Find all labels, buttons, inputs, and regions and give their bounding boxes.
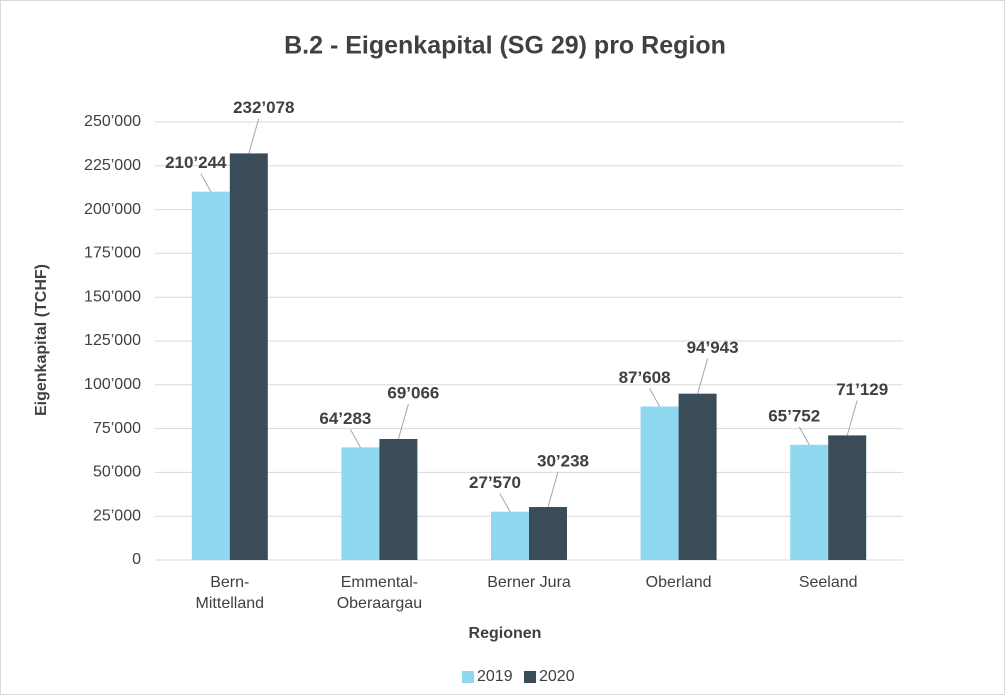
bar — [640, 406, 679, 560]
bar — [379, 438, 418, 560]
y-tick-label: 250’000 — [84, 113, 141, 130]
bar — [191, 191, 230, 560]
legend-swatch — [462, 671, 474, 683]
bar — [790, 444, 829, 560]
bar — [341, 447, 380, 560]
leader-line — [697, 358, 709, 394]
data-label: 27’570 — [469, 473, 521, 492]
leader-line — [349, 429, 361, 448]
x-tick-label: Berner Jura — [487, 574, 571, 591]
bar — [229, 153, 268, 560]
y-tick-label: 0 — [132, 551, 141, 568]
leader-line — [649, 388, 661, 407]
y-tick-label: 75’000 — [93, 420, 141, 437]
x-tick-label: Bern-Mittelland — [196, 574, 264, 612]
y-tick-label: 100’000 — [84, 376, 141, 393]
data-label: 64’283 — [319, 409, 371, 428]
leader-line — [248, 118, 260, 154]
bar — [828, 435, 867, 560]
leader-line — [499, 493, 511, 512]
x-tick-label: Seeland — [799, 574, 858, 591]
y-tick-label: 225’000 — [84, 157, 141, 174]
legend-swatch — [524, 671, 536, 683]
data-label: 30’238 — [537, 452, 589, 471]
bar — [678, 393, 717, 560]
chart-title: B.2 - Eigenkapital (SG 29) pro Region — [284, 32, 726, 60]
leader-line — [846, 400, 858, 436]
y-tick-label: 200’000 — [84, 201, 141, 218]
y-tick-label: 175’000 — [84, 245, 141, 262]
leader-line — [200, 173, 212, 192]
bar — [529, 507, 567, 560]
y-tick-label: 150’000 — [84, 288, 141, 305]
data-label: 87’608 — [619, 368, 671, 387]
y-axis-label: Eigenkapital (TCHF) — [33, 264, 50, 416]
data-label: 94’943 — [687, 338, 739, 357]
leader-line — [798, 426, 810, 446]
leader-line — [547, 471, 559, 508]
data-label: 65’752 — [768, 406, 820, 425]
data-label: 210’244 — [165, 153, 227, 172]
y-tick-label: 25’000 — [93, 507, 141, 524]
y-tick-label: 125’000 — [84, 332, 141, 349]
y-tick-label: 50’000 — [93, 464, 141, 481]
x-tick-label: Emmental-Oberaargau — [337, 574, 422, 612]
bar — [491, 511, 529, 560]
data-label: 232’078 — [233, 98, 294, 117]
data-label: 69’066 — [387, 383, 439, 402]
x-tick-label: Oberland — [646, 574, 712, 591]
data-label: 71’129 — [836, 380, 888, 399]
leader-line — [397, 403, 409, 440]
legend-label: 2020 — [539, 668, 575, 685]
legend-label: 2019 — [477, 668, 513, 685]
x-axis-label: Regionen — [469, 625, 542, 642]
